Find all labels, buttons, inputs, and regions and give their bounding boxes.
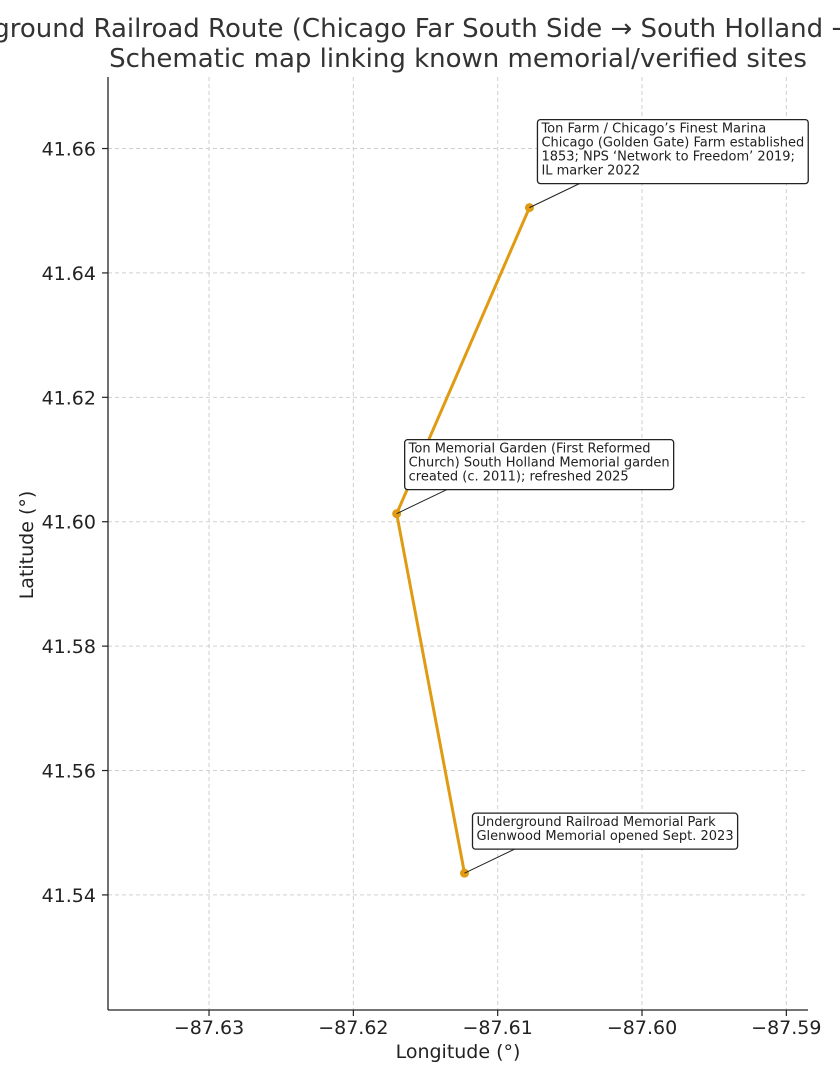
annotation-box — [404, 438, 675, 491]
x-tick-label: −87.62 — [318, 1017, 388, 1039]
x-tick-label: −87.59 — [751, 1017, 821, 1039]
annotation-box — [471, 812, 739, 850]
annotation-text: Church) South Holland Memorial garden — [409, 456, 670, 471]
annotation-text: IL marker 2022 — [541, 164, 640, 179]
y-tick-label: 41.54 — [42, 885, 96, 907]
route-series — [392, 203, 534, 878]
chart-title-line-1: Underground Railroad Route (Chicago Far … — [0, 14, 840, 44]
chart-title-line-2: Schematic map linking known memorial/ver… — [109, 44, 807, 74]
y-tick-label: 41.60 — [42, 512, 96, 534]
annotation-text: Chicago (Golden Gate) Farm established — [541, 136, 804, 151]
annotation-leader — [464, 848, 515, 874]
annotation-text: Ton Memorial Garden (First Reformed — [408, 442, 651, 457]
annotation-box — [536, 118, 809, 185]
x-axis-label: Longitude (°) — [396, 1041, 521, 1063]
y-tick-label: 41.64 — [42, 263, 96, 285]
annotation-leader — [529, 183, 580, 209]
x-tick-label: −87.60 — [607, 1017, 677, 1039]
site-annotation-2: Ton Memorial Garden (First ReformedChurc… — [396, 438, 675, 515]
y-tick-label: 41.58 — [42, 636, 96, 658]
chart-title: Underground Railroad Route (Chicago Far … — [0, 14, 840, 74]
y-tick-label: 41.66 — [42, 139, 96, 161]
y-axis-ticks: 41.54 41.56 41.58 41.60 41.62 41.64 41.66 — [42, 139, 108, 907]
y-tick-label: 41.62 — [42, 387, 96, 409]
annotation-leader — [396, 489, 447, 515]
y-tick-label: 41.56 — [42, 761, 96, 783]
route-line — [395, 207, 531, 874]
x-axis-ticks: −87.63 −87.62 −87.61 −87.60 −87.59 — [174, 1010, 822, 1039]
axes-spines — [107, 77, 808, 1011]
site-annotation-1: Ton Farm / Chicago’s Finest MarinaChicag… — [529, 118, 809, 209]
y-axis-label: Latitude (°) — [16, 491, 38, 600]
annotation-text: 1853; NPS ‘Network to Freedom’ 2019; — [541, 150, 794, 165]
x-tick-label: −87.61 — [463, 1017, 533, 1039]
grid — [108, 77, 808, 1010]
site-annotation-3: Underground Railroad Memorial ParkGlenwo… — [464, 812, 739, 874]
annotation-text: created (c. 2011); refreshed 2025 — [409, 470, 629, 485]
annotation-text: Ton Farm / Chicago’s Finest Marina — [540, 122, 766, 137]
annotation-text: Underground Railroad Memorial Park — [476, 815, 716, 830]
site-annotations: Ton Farm / Chicago’s Finest MarinaChicag… — [396, 118, 809, 874]
x-tick-label: −87.63 — [174, 1017, 244, 1039]
annotation-text: Glenwood Memorial opened Sept. 2023 — [476, 829, 733, 844]
